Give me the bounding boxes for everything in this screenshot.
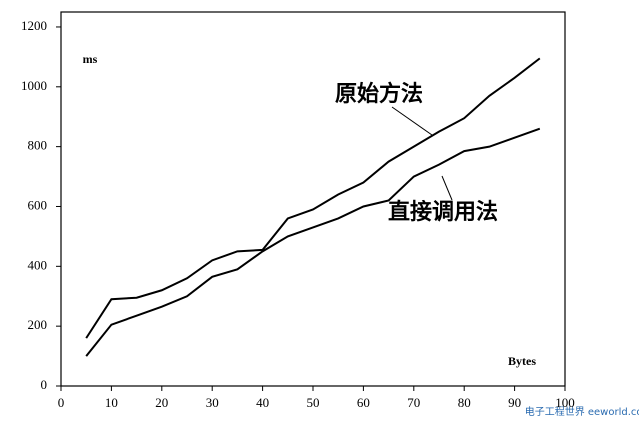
x-tick-label: 50	[307, 395, 320, 410]
watermark: 电子工程世界 eeworld.com.cn	[525, 405, 639, 418]
series-label: 原始方法	[335, 81, 423, 107]
y-tick-label: 600	[28, 197, 48, 212]
x-tick-label: 20	[155, 395, 168, 410]
leader-line	[391, 106, 433, 136]
x-tick-label: 80	[458, 395, 471, 410]
x-axis-label: Bytes	[508, 354, 536, 368]
series-line	[85, 127, 541, 357]
x-tick-label: 100	[555, 395, 575, 410]
y-tick-label: 200	[28, 317, 48, 332]
y-tick-label: 800	[28, 138, 48, 153]
x-tick-label: 70	[407, 395, 420, 410]
x-tick-label: 0	[58, 395, 65, 410]
y-tick-label: 1200	[21, 18, 47, 33]
x-tick-label: 60	[357, 395, 370, 410]
x-tick-label: 10	[105, 395, 118, 410]
leader-line	[441, 175, 453, 201]
x-tick-label: 90	[508, 395, 521, 410]
y-tick-label: 1000	[21, 78, 47, 93]
y-tick-label: 0	[41, 377, 48, 392]
series-line	[85, 57, 541, 339]
y-axis-label: ms	[83, 52, 98, 66]
x-tick-label: 30	[206, 395, 219, 410]
series-label: 直接调用法	[388, 199, 498, 225]
x-tick-label: 40	[256, 395, 269, 410]
y-tick-label: 400	[28, 257, 48, 272]
